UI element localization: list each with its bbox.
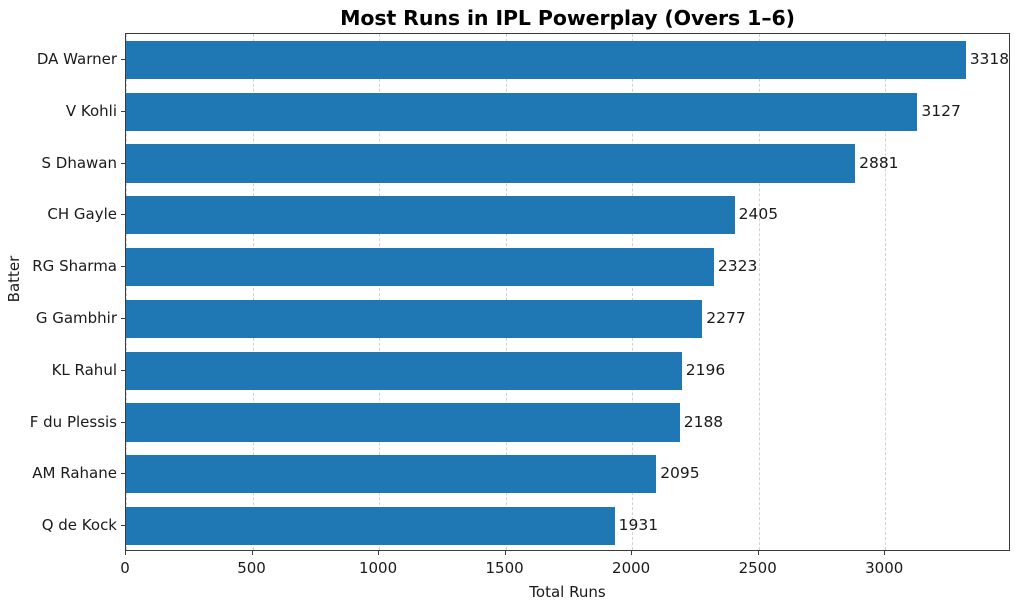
plot-area <box>125 33 1010 551</box>
gridline-x-500 <box>252 34 254 550</box>
bar <box>126 299 703 339</box>
x-tick-mark <box>251 551 253 556</box>
y-tick-mark <box>120 317 125 319</box>
bar-value-label: 2188 <box>683 412 724 431</box>
bar <box>126 144 856 183</box>
bar-value-label: 2277 <box>706 308 746 327</box>
bar-value-label: 2881 <box>859 153 899 172</box>
bar-value-label: 2323 <box>717 257 758 276</box>
x-tick-mark <box>757 551 759 556</box>
bar-value-label: 1931 <box>618 516 659 535</box>
x-tick-label: 1500 <box>485 559 524 577</box>
bar-value-label: 2095 <box>660 464 700 483</box>
y-tick-mark <box>120 473 125 475</box>
y-tick-mark <box>120 369 125 371</box>
gridlines-group <box>126 34 1009 550</box>
gridline-x-2000 <box>632 34 634 550</box>
bars-group <box>126 34 1009 550</box>
gridline-x-1500 <box>505 34 507 550</box>
y-tick-label: S Dhawan <box>41 153 117 172</box>
gridline-x-1000 <box>379 34 381 550</box>
x-tick-label: 1000 <box>358 559 398 577</box>
y-tick-label: G Gambhir <box>35 308 117 327</box>
y-tick-mark <box>120 58 125 60</box>
bar <box>126 403 680 442</box>
x-axis-label: Total Runs <box>529 583 606 601</box>
bar <box>126 247 714 287</box>
y-tick-label: DA Warner <box>36 49 117 68</box>
gridline-x-0 <box>126 34 127 550</box>
y-tick-mark <box>120 162 125 164</box>
x-tick-mark <box>378 551 380 556</box>
y-tick-mark <box>120 525 125 527</box>
y-tick-mark <box>120 421 125 423</box>
x-tick-label: 0 <box>120 559 130 577</box>
gridline-x-3000 <box>885 34 887 550</box>
bar-value-label: 2405 <box>738 205 779 224</box>
y-tick-label: RG Sharma <box>32 257 117 276</box>
y-tick-label: KL Rahul <box>51 360 117 379</box>
x-tick-label: 2500 <box>738 559 777 577</box>
y-tick-mark <box>120 266 125 268</box>
x-tick-label: 500 <box>237 559 266 577</box>
x-tick-label: 2000 <box>612 559 651 577</box>
bar <box>126 92 918 131</box>
y-tick-label: CH Gayle <box>47 205 117 224</box>
y-tick-mark <box>120 110 125 112</box>
x-tick-mark <box>125 551 126 556</box>
x-tick-mark <box>631 551 633 556</box>
bar <box>126 506 615 546</box>
y-axis-label: Batter <box>5 255 23 303</box>
y-tick-mark <box>120 214 125 216</box>
bar <box>126 455 657 494</box>
y-tick-label: F du Plessis <box>29 412 117 431</box>
y-tick-label: Q de Kock <box>41 516 117 535</box>
bar-value-label: 3318 <box>969 49 1010 68</box>
bar-value-label: 3127 <box>921 101 961 120</box>
bar <box>126 40 966 80</box>
x-tick-mark <box>884 551 886 556</box>
bar-value-label: 2196 <box>685 360 726 379</box>
gridline-x-2500 <box>758 34 760 550</box>
bar <box>126 196 735 235</box>
x-tick-label: 3000 <box>865 559 904 577</box>
chart-title: Most Runs in IPL Powerplay (Overs 1–6) <box>340 6 795 30</box>
bar <box>126 351 682 390</box>
y-tick-label: V Kohli <box>65 101 117 120</box>
y-tick-label: AM Rahane <box>32 464 117 483</box>
x-tick-mark <box>504 551 506 556</box>
